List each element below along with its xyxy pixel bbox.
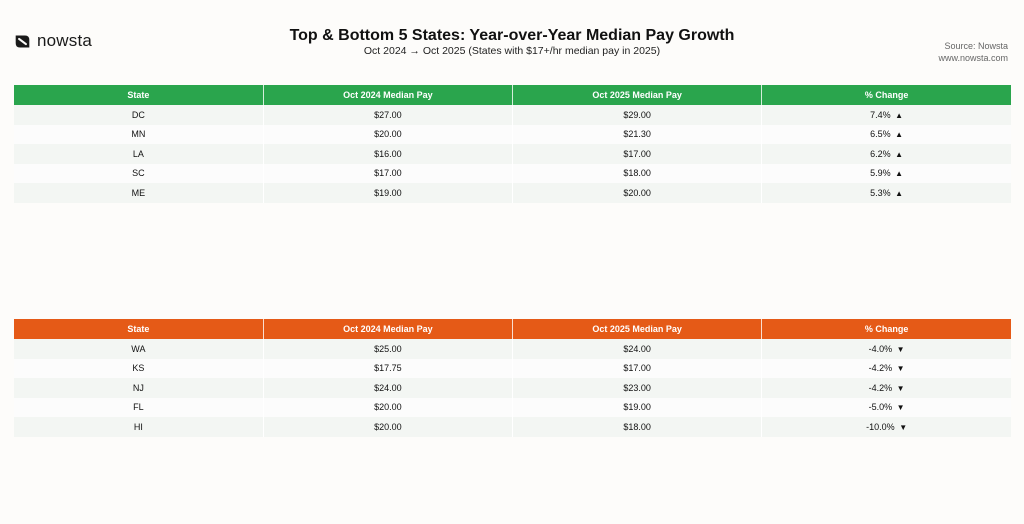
change-value: 5.9% [870, 168, 891, 179]
column-header-state: State [14, 85, 264, 105]
down-arrow-icon: ▼ [896, 364, 905, 374]
change-value: 7.4% [870, 109, 891, 120]
change-cell: -5.0% ▼ [761, 397, 1011, 417]
source-url: www.nowsta.com [938, 53, 1008, 63]
column-header-state: State [14, 319, 264, 339]
pay-2025-cell: $18.00 [512, 417, 763, 437]
pay-2024-cell: $27.00 [263, 105, 514, 125]
change-value: -10.0% [866, 421, 895, 432]
pay-2024-cell: $19.00 [263, 183, 514, 203]
top-states-table: State Oct 2024 Median Pay Oct 2025 Media… [14, 85, 1011, 203]
source-note: Source: Nowsta www.nowsta.com [938, 40, 1008, 64]
up-arrow-icon: ▲ [895, 169, 904, 179]
change-cell: 5.3% ▲ [761, 183, 1011, 203]
header: Top & Bottom 5 States: Year-over-Year Me… [0, 27, 1024, 58]
brand-logo: nowsta [14, 31, 92, 51]
state-cell: DC [14, 105, 264, 125]
table-row: ME $19.00 $20.00 5.3% ▲ [14, 183, 1011, 203]
change-value: -4.0% [868, 343, 893, 354]
state-cell: MN [14, 124, 264, 144]
nowsta-logo-icon [15, 35, 30, 47]
state-cell: NJ [14, 378, 264, 398]
pay-2025-cell: $21.30 [512, 124, 763, 144]
state-cell: HI [14, 417, 264, 437]
column-header-change: % Change [761, 85, 1011, 105]
table-row: MN $20.00 $21.30 6.5% ▲ [14, 124, 1011, 144]
state-cell: LA [14, 144, 264, 164]
page-title: Top & Bottom 5 States: Year-over-Year Me… [289, 27, 735, 44]
down-arrow-icon: ▼ [896, 403, 905, 413]
table-row: SC $17.00 $18.00 5.9% ▲ [14, 163, 1011, 183]
pay-2024-cell: $16.00 [263, 144, 514, 164]
table-row: LA $16.00 $17.00 6.2% ▲ [14, 144, 1011, 164]
table-row: FL $20.00 $19.00 -5.0% ▼ [14, 397, 1011, 417]
table-row: HI $20.00 $18.00 -10.0% ▼ [14, 417, 1011, 437]
down-arrow-icon: ▼ [896, 344, 905, 354]
change-value: 6.5% [870, 129, 891, 140]
pay-2025-cell: $19.00 [512, 397, 763, 417]
up-arrow-icon: ▲ [895, 149, 904, 159]
change-cell: -4.2% ▼ [761, 358, 1011, 378]
change-cell: -4.0% ▼ [761, 339, 1011, 359]
state-cell: FL [14, 397, 264, 417]
pay-2025-cell: $23.00 [512, 378, 763, 398]
change-cell: -10.0% ▼ [761, 417, 1011, 437]
change-cell: 5.9% ▲ [761, 163, 1011, 183]
pay-2025-cell: $24.00 [512, 339, 763, 359]
column-header-oct-2025: Oct 2025 Median Pay [512, 85, 763, 105]
table-header-row: State Oct 2024 Median Pay Oct 2025 Media… [14, 319, 1011, 339]
change-cell: 7.4% ▲ [761, 105, 1011, 125]
pay-2024-cell: $20.00 [263, 397, 514, 417]
state-cell: KS [14, 358, 264, 378]
page-subtitle: Oct 2024 → Oct 2025 (States with $17+/hr… [363, 45, 661, 57]
pay-2025-cell: $17.00 [512, 144, 763, 164]
pay-2025-cell: $17.00 [512, 358, 763, 378]
state-cell: WA [14, 339, 264, 359]
change-value: -4.2% [868, 363, 893, 374]
change-cell: 6.2% ▲ [761, 144, 1011, 164]
table-row: NJ $24.00 $23.00 -4.2% ▼ [14, 378, 1011, 398]
table-row: WA $25.00 $24.00 -4.0% ▼ [14, 339, 1011, 359]
pay-2024-cell: $20.00 [263, 124, 514, 144]
change-cell: 6.5% ▲ [761, 124, 1011, 144]
column-header-change: % Change [761, 319, 1011, 339]
up-arrow-icon: ▲ [895, 110, 904, 120]
pay-2024-cell: $20.00 [263, 417, 514, 437]
bottom-states-table: State Oct 2024 Median Pay Oct 2025 Media… [14, 319, 1011, 437]
state-cell: ME [14, 183, 264, 203]
pay-2024-cell: $25.00 [263, 339, 514, 359]
change-value: 6.2% [870, 148, 891, 159]
pay-2025-cell: $20.00 [512, 183, 763, 203]
pay-2024-cell: $17.00 [263, 163, 514, 183]
column-header-oct-2024: Oct 2024 Median Pay [263, 319, 514, 339]
change-cell: -4.2% ▼ [761, 378, 1011, 398]
pay-2024-cell: $17.75 [263, 358, 514, 378]
table-header-row: State Oct 2024 Median Pay Oct 2025 Media… [14, 85, 1011, 105]
table-row: KS $17.75 $17.00 -4.2% ▼ [14, 358, 1011, 378]
pay-2025-cell: $18.00 [512, 163, 763, 183]
source-label: Source: Nowsta [944, 41, 1008, 51]
pay-2025-cell: $29.00 [512, 105, 763, 125]
logo-wordmark: nowsta [37, 31, 93, 50]
change-value: -5.0% [868, 402, 893, 413]
column-header-oct-2025: Oct 2025 Median Pay [512, 319, 763, 339]
column-header-oct-2024: Oct 2024 Median Pay [263, 85, 514, 105]
down-arrow-icon: ▼ [896, 383, 905, 393]
change-value: -4.2% [868, 382, 893, 393]
change-value: 5.3% [870, 187, 891, 198]
up-arrow-icon: ▲ [895, 130, 904, 140]
up-arrow-icon: ▲ [895, 188, 904, 198]
pay-2024-cell: $24.00 [263, 378, 514, 398]
state-cell: SC [14, 163, 264, 183]
down-arrow-icon: ▼ [899, 422, 908, 432]
table-row: DC $27.00 $29.00 7.4% ▲ [14, 105, 1011, 125]
